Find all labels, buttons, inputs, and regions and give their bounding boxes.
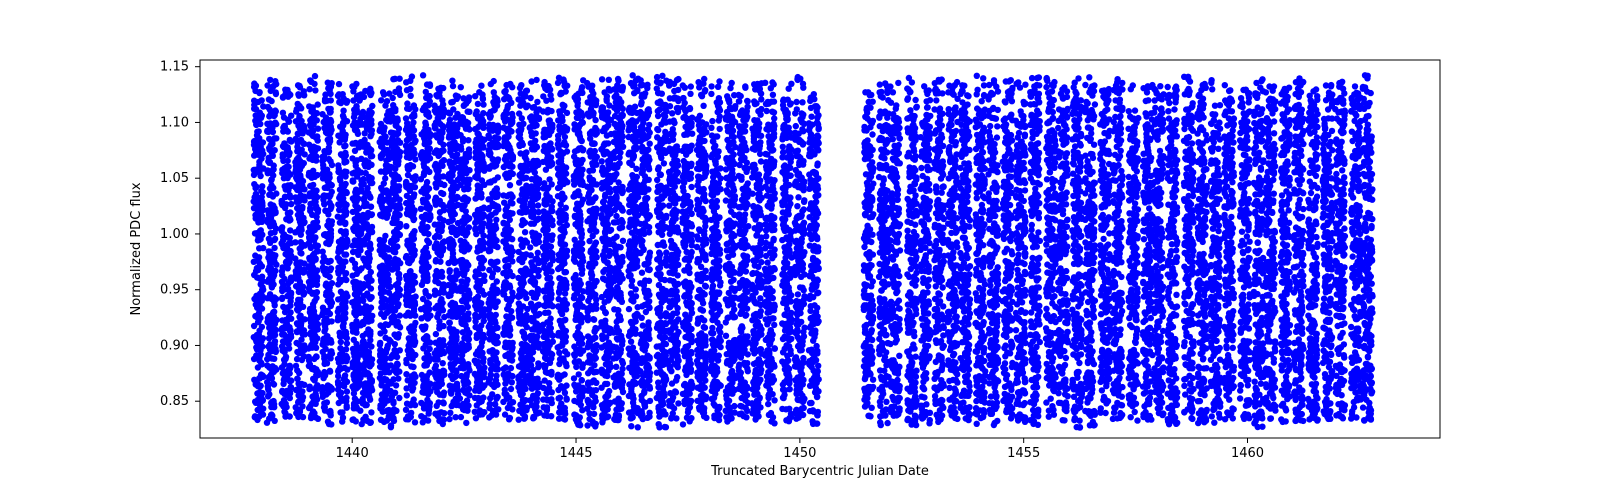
y-tick-label: 1.15 (160, 60, 189, 75)
y-tick-label: 1.05 (160, 171, 189, 186)
x-tick-label: 1450 (783, 446, 816, 461)
y-axis-label: Normalized PDC flux (129, 182, 144, 315)
chart-svg: 1440 1445 1450 1455 1460 0.85 0.90 0.95 1.00 1.05… (0, 0, 1600, 500)
lightcurve-chart: 1440 1445 1450 1455 1460 0.85 0.90 0.95 1.00 1.05… (0, 0, 1600, 500)
y-tick-label: 1.00 (160, 227, 189, 242)
x-tick-label: 1440 (336, 446, 369, 461)
y-tick-label: 0.85 (160, 394, 189, 409)
x-axis-label: Truncated Barycentric Julian Date (710, 464, 929, 479)
x-tick-label: 1445 (559, 446, 592, 461)
y-tick-label: 0.95 (160, 283, 189, 298)
x-tick-label: 1455 (1007, 446, 1040, 461)
x-tick-label: 1460 (1231, 446, 1264, 461)
y-tick-label: 1.10 (160, 115, 189, 130)
y-tick-label: 0.90 (160, 338, 189, 353)
